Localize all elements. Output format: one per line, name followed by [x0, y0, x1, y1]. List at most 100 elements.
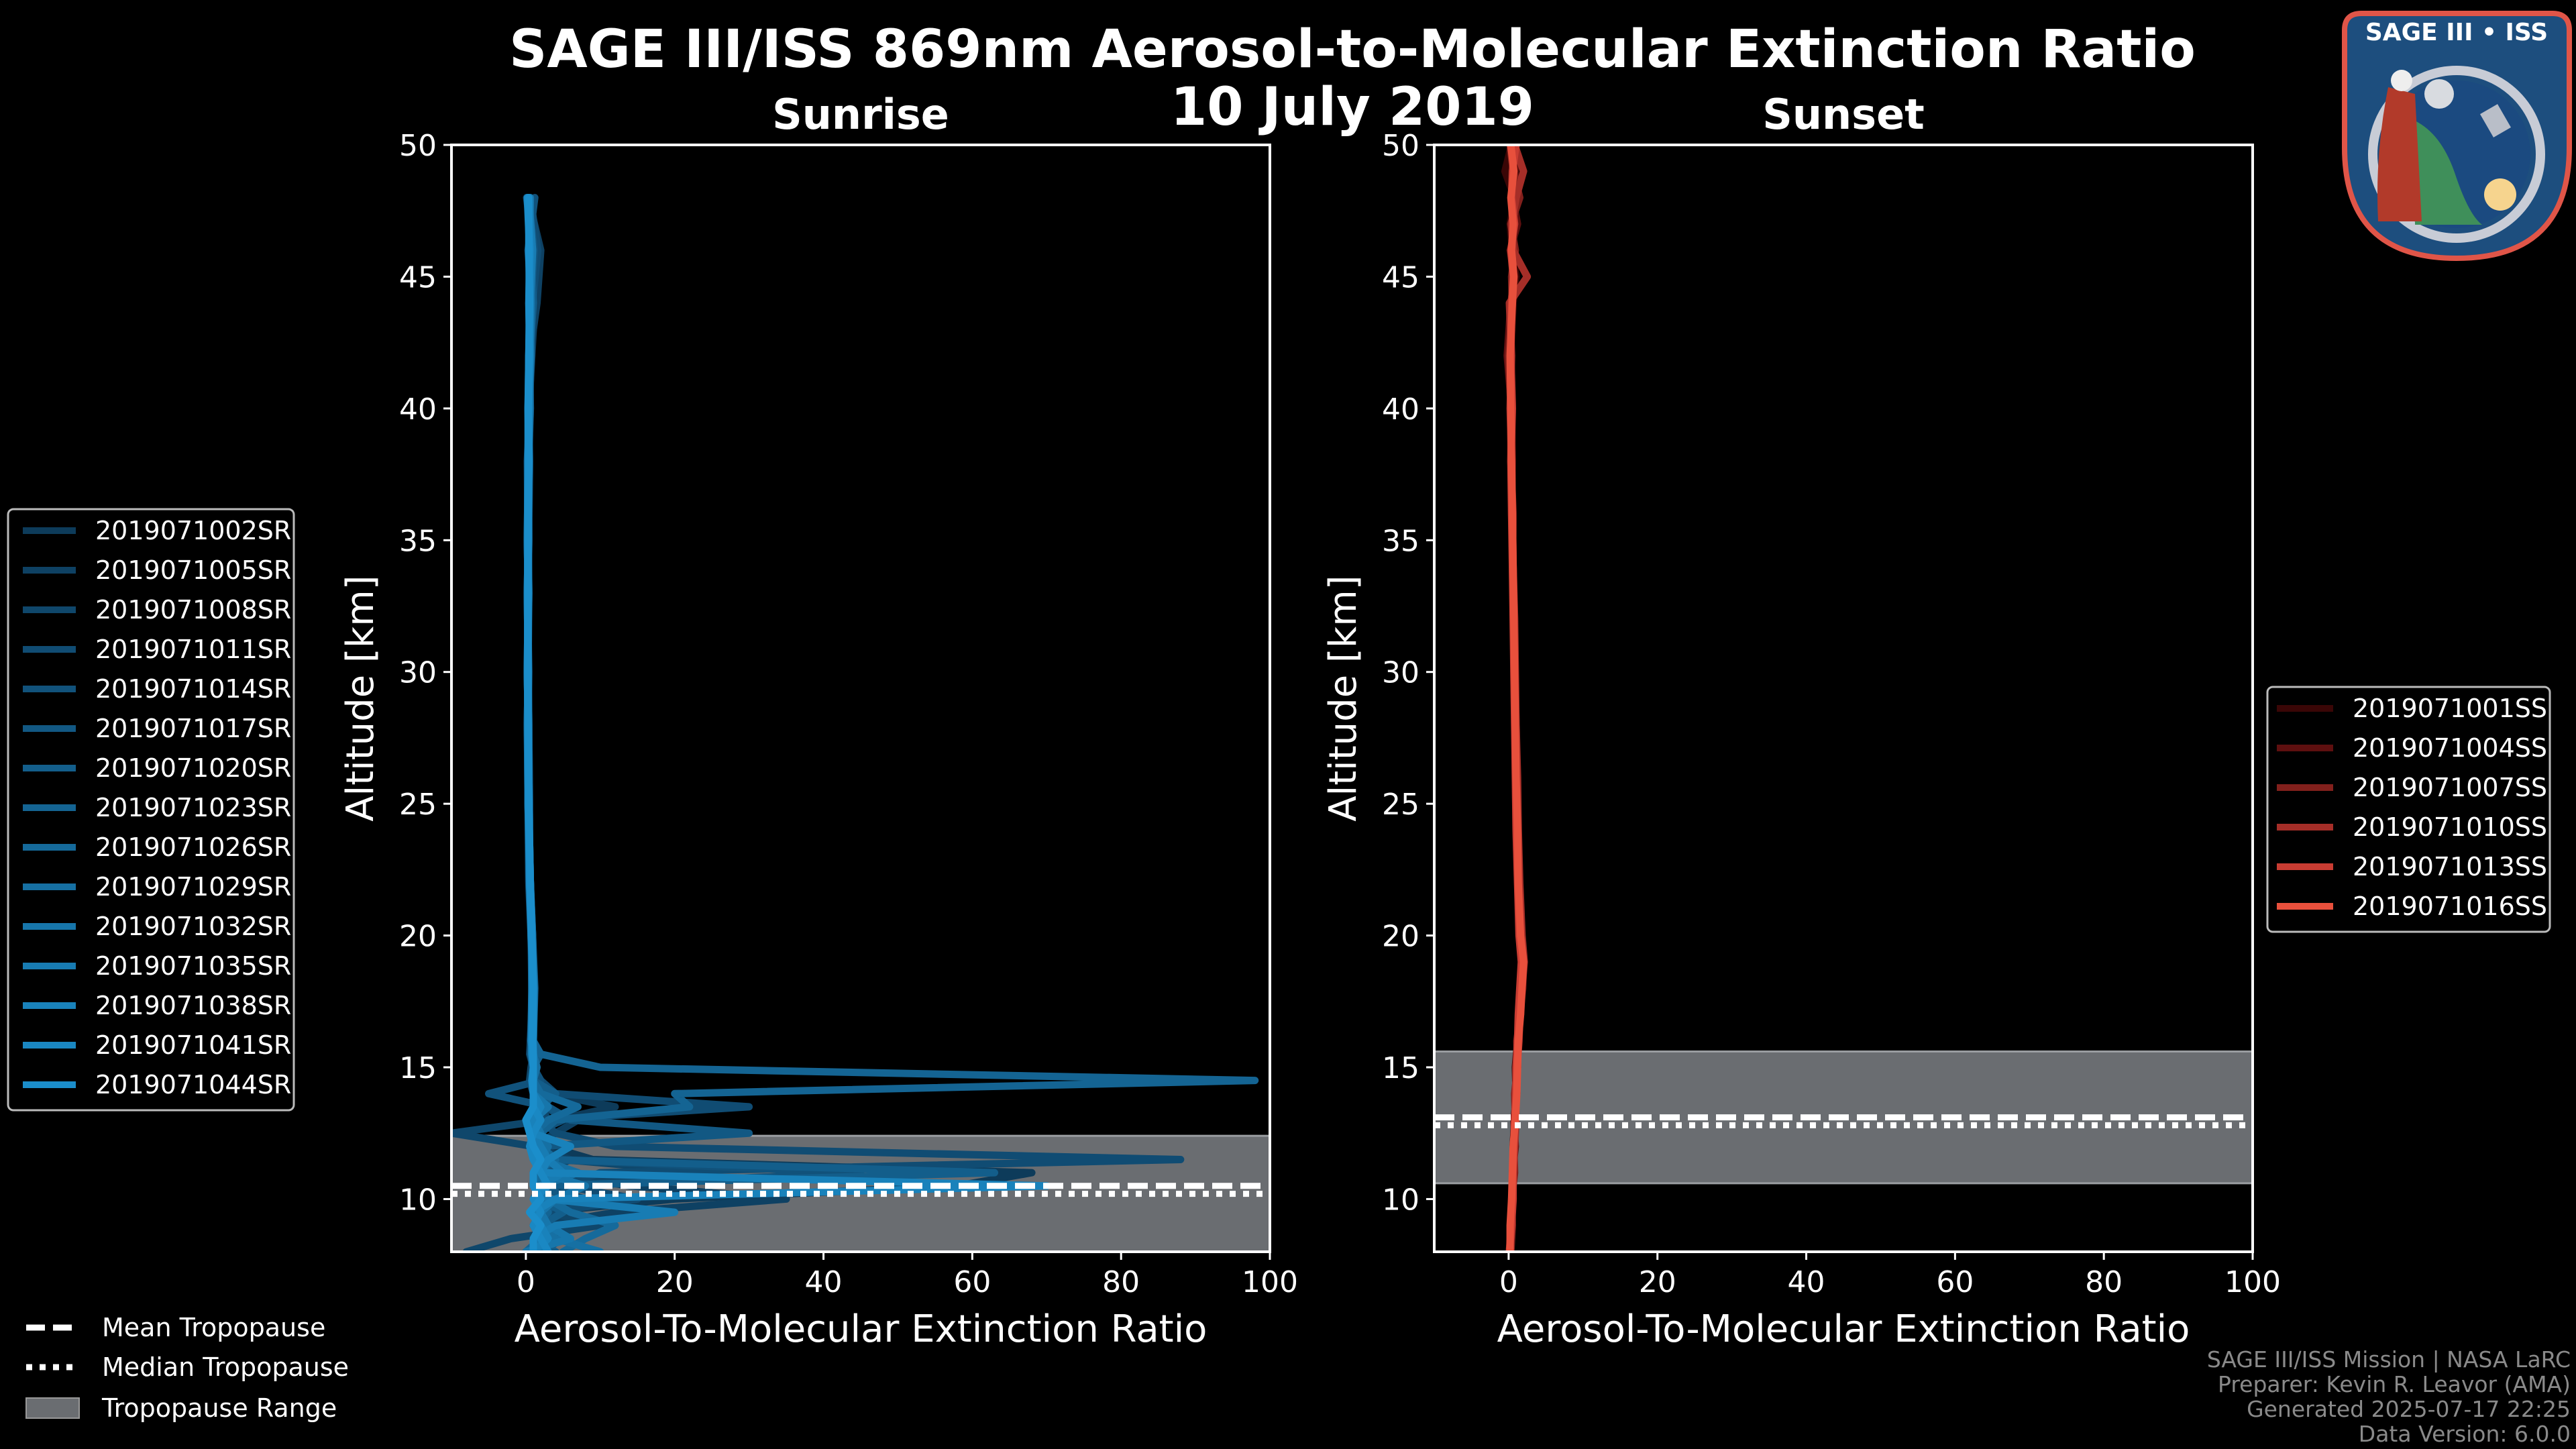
legend-item: 2019071020SR — [23, 753, 291, 783]
y-tick-label: 10 — [1382, 1183, 1419, 1217]
legend-label: 2019071016SS — [2353, 892, 2547, 921]
legend-item: 2019071014SR — [23, 674, 291, 704]
sunrise-plot: 0 20 40 60 80 100 10 15 20 25 30 35 40 45 50 Aerosol-To… — [339, 129, 1298, 1351]
legend-label: 2019071020SR — [95, 753, 291, 783]
sunrise-x-axis-label: Aerosol-To-Molecular Extinction Ratio — [515, 1307, 1208, 1351]
sunrise-panel-title: Sunrise — [772, 90, 949, 139]
legend-item: 2019071044SR — [23, 1070, 291, 1099]
legend-item: 2019071026SR — [23, 833, 291, 862]
profile-line-2019071044SR — [522, 194, 545, 1252]
legend-item: 2019071001SS — [2277, 694, 2547, 723]
x-tick-label: 80 — [1102, 1265, 1140, 1299]
tropopause-range-label: Tropopause Range — [101, 1393, 337, 1423]
mean-tropopause-label: Mean Tropopause — [102, 1313, 325, 1342]
y-tick-label: 20 — [1382, 920, 1419, 954]
legend-label: 2019071017SR — [95, 714, 291, 743]
x-tick-label: 100 — [2224, 1265, 2281, 1299]
legend-label: 2019071001SS — [2353, 694, 2547, 723]
x-tick-label: 60 — [953, 1265, 991, 1299]
footer-preparer: Preparer: Kevin R. Leavor (AMA) — [2218, 1371, 2571, 1397]
logo-title: SAGE III • ISS — [2365, 19, 2548, 46]
tropopause-range-swatch — [25, 1397, 80, 1419]
sunset-profiles — [1501, 145, 1532, 1252]
sunset-x-axis-label: Aerosol-To-Molecular Extinction Ratio — [1497, 1307, 2190, 1351]
legend-label: 2019071035SR — [95, 951, 291, 981]
sunrise-axes-frame — [450, 144, 1271, 1253]
legend-label: 2019071023SR — [95, 793, 291, 822]
legend-item: 2019071029SR — [23, 872, 291, 902]
y-tick-label: 10 — [399, 1183, 437, 1217]
figure-date: 10 July 2019 — [1171, 77, 1534, 138]
sunset-legend: 2019071001SS 2019071004SS 2019071007SS 2019… — [2266, 686, 2551, 933]
footer-data-version: Data Version: 6.0.0 — [2359, 1421, 2571, 1447]
footer-credits: SAGE III/ISS Mission | NASA LaRC Prepare… — [2207, 1346, 2571, 1447]
legend-item: 2019071041SR — [23, 1030, 291, 1060]
legend-label: 2019071032SR — [95, 912, 291, 941]
y-tick-label: 30 — [1382, 656, 1419, 690]
sunset-panel-title: Sunset — [1762, 90, 1925, 139]
legend-item: 2019071016SS — [2277, 892, 2547, 921]
y-tick-label: 30 — [399, 656, 437, 690]
x-tick-label: 60 — [1936, 1265, 1974, 1299]
y-tick-label: 35 — [1382, 524, 1419, 558]
y-tick-label: 15 — [399, 1051, 437, 1085]
x-tick-label: 100 — [1242, 1265, 1298, 1299]
legend-label: 2019071044SR — [95, 1070, 291, 1099]
sunset-plot: 0 20 40 60 80 100 10 15 20 25 30 35 40 45 50 Aerosol-To… — [1322, 129, 2281, 1351]
y-tick-label: 50 — [399, 129, 437, 163]
y-tick-label: 45 — [399, 260, 437, 294]
legend-label: 2019071038SR — [95, 991, 291, 1020]
y-tick-label: 20 — [399, 920, 437, 954]
legend-label: 2019071008SR — [95, 595, 291, 625]
y-tick-label: 40 — [399, 392, 437, 427]
legend-item: 2019071008SR — [23, 595, 291, 625]
legend-item: 2019071023SR — [23, 793, 291, 822]
x-tick-label: 20 — [656, 1265, 694, 1299]
tropopause-legend: Mean Tropopause Median Tropopause Tropop… — [25, 1313, 349, 1423]
legend-item: 2019071004SS — [2277, 733, 2547, 763]
figure-title: SAGE III/ISS 869nm Aerosol-to-Molecular … — [509, 19, 2196, 80]
x-tick-label: 80 — [2085, 1265, 2123, 1299]
legend-item: 2019071005SR — [23, 555, 291, 585]
legend-label: 2019071010SS — [2353, 812, 2547, 842]
profile-line-2019071016SS — [1506, 145, 1527, 1252]
y-tick-label: 25 — [1382, 788, 1419, 822]
legend-label: 2019071026SR — [95, 833, 291, 862]
legend-item: 2019071010SS — [2277, 812, 2547, 842]
legend-label: 2019071005SR — [95, 555, 291, 585]
legend-label: 2019071014SR — [95, 674, 291, 704]
median-tropopause-label: Median Tropopause — [102, 1352, 349, 1382]
legend-label: 2019071004SS — [2353, 733, 2547, 763]
x-tick-label: 0 — [1499, 1265, 1518, 1299]
legend-item: 2019071032SR — [23, 912, 291, 941]
legend-item: 2019071007SS — [2277, 773, 2547, 802]
footer-generated: Generated 2025-07-17 22:25 — [2247, 1396, 2571, 1422]
legend-label: 2019071013SS — [2353, 852, 2547, 881]
x-tick-label: 0 — [517, 1265, 535, 1299]
legend-label: 2019071041SR — [95, 1030, 291, 1060]
y-tick-label: 35 — [399, 524, 437, 558]
x-tick-label: 20 — [1639, 1265, 1676, 1299]
sunset-axes-frame — [1433, 144, 2254, 1253]
y-tick-label: 15 — [1382, 1051, 1419, 1085]
sunset-y-axis-label: Altitude [km] — [1322, 575, 1365, 821]
y-tick-label: 45 — [1382, 260, 1419, 294]
footer-mission: SAGE III/ISS Mission | NASA LaRC — [2207, 1346, 2571, 1373]
y-tick-label: 40 — [1382, 392, 1419, 427]
legend-item: 2019071038SR — [23, 991, 291, 1020]
sunrise-legend: 2019071002SR 2019071005SR 2019071008SR 2019… — [7, 508, 295, 1112]
legend-item: 2019071002SR — [23, 516, 291, 545]
sage-iii-iss-mission-logo: SAGE III • ISS — [2342, 11, 2572, 262]
legend-item: 2019071035SR — [23, 951, 291, 981]
y-tick-label: 25 — [399, 788, 437, 822]
legend-label: 2019071002SR — [95, 516, 291, 545]
legend-label: 2019071007SS — [2353, 773, 2547, 802]
legend-item: 2019071017SR — [23, 714, 291, 743]
y-tick-label: 50 — [1382, 129, 1419, 163]
legend-item: 2019071011SR — [23, 635, 291, 664]
x-tick-label: 40 — [805, 1265, 843, 1299]
legend-label: 2019071029SR — [95, 872, 291, 902]
x-tick-label: 40 — [1788, 1265, 1825, 1299]
legend-label: 2019071011SR — [95, 635, 291, 664]
